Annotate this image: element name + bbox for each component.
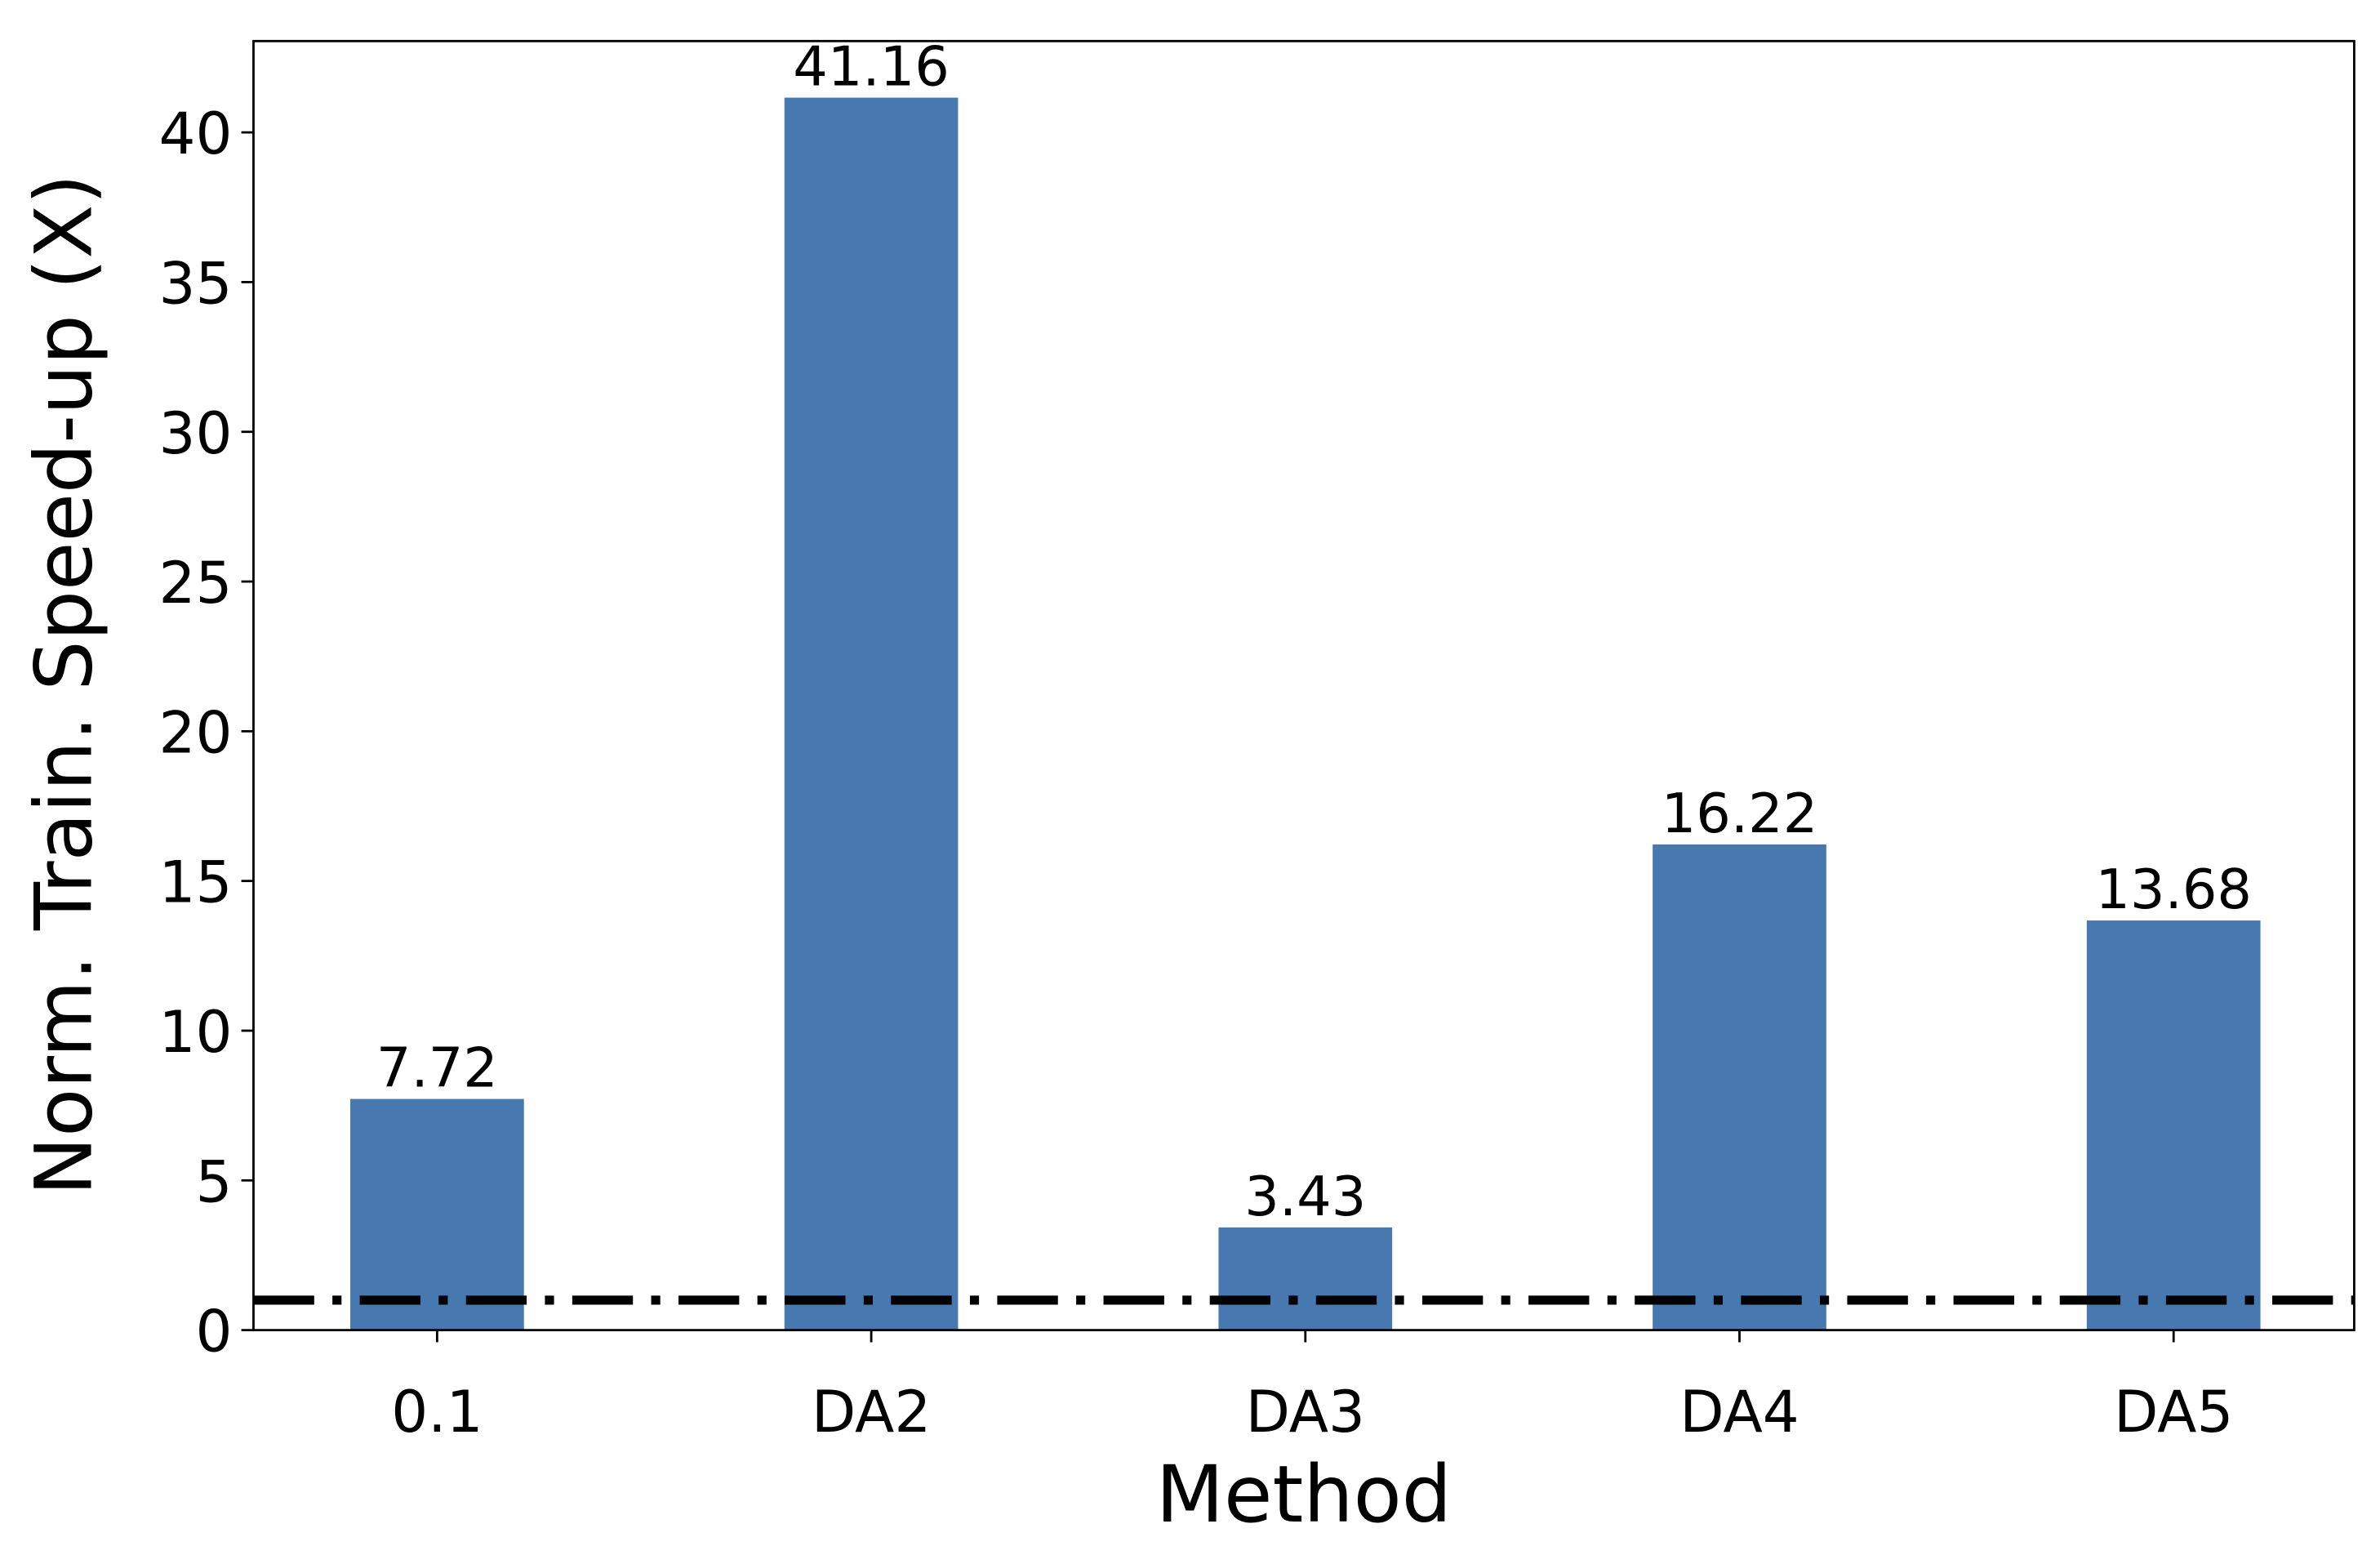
data-label: 7.72 xyxy=(376,1036,498,1100)
axes-frame xyxy=(252,39,2356,1332)
y-tick-label: 30 xyxy=(159,399,233,467)
y-tick-label: 10 xyxy=(159,998,233,1066)
y-tick-label: 0 xyxy=(195,1298,232,1366)
x-tick-label: 0.1 xyxy=(391,1378,483,1446)
data-label: 3.43 xyxy=(1244,1165,1366,1228)
y-tick-label: 5 xyxy=(195,1147,232,1215)
x-tick-label: DA4 xyxy=(1679,1378,1799,1446)
plot-area: 7.72 0.1 41.16 DA2 3.43 DA3 16.22 DA4 13.68 DA5 0 5… xyxy=(159,35,2356,1446)
y-axis-label: Norm. Train. Speed-up (X) xyxy=(18,174,110,1196)
data-label: 13.68 xyxy=(2095,858,2252,921)
data-label: 16.22 xyxy=(1662,782,1818,845)
x-tick-label: DA5 xyxy=(2114,1378,2233,1446)
y-tick-label: 40 xyxy=(159,100,233,167)
bar-DA5 xyxy=(2086,920,2261,1330)
y-tick-label: 20 xyxy=(159,698,233,766)
y-tick-label: 15 xyxy=(159,849,233,916)
bar-0.1 xyxy=(350,1098,524,1330)
x-tick-label: DA2 xyxy=(812,1378,931,1446)
bar-DA4 xyxy=(1653,844,1826,1330)
y-tick-label: 25 xyxy=(159,549,233,617)
bar-DA3 xyxy=(1218,1227,1393,1330)
data-label: 41.16 xyxy=(793,35,950,99)
bar-DA2 xyxy=(784,97,959,1330)
x-tick-label: DA3 xyxy=(1246,1378,1365,1446)
y-tick-label: 35 xyxy=(159,249,233,317)
x-axis-label: Method xyxy=(1156,1448,1452,1540)
